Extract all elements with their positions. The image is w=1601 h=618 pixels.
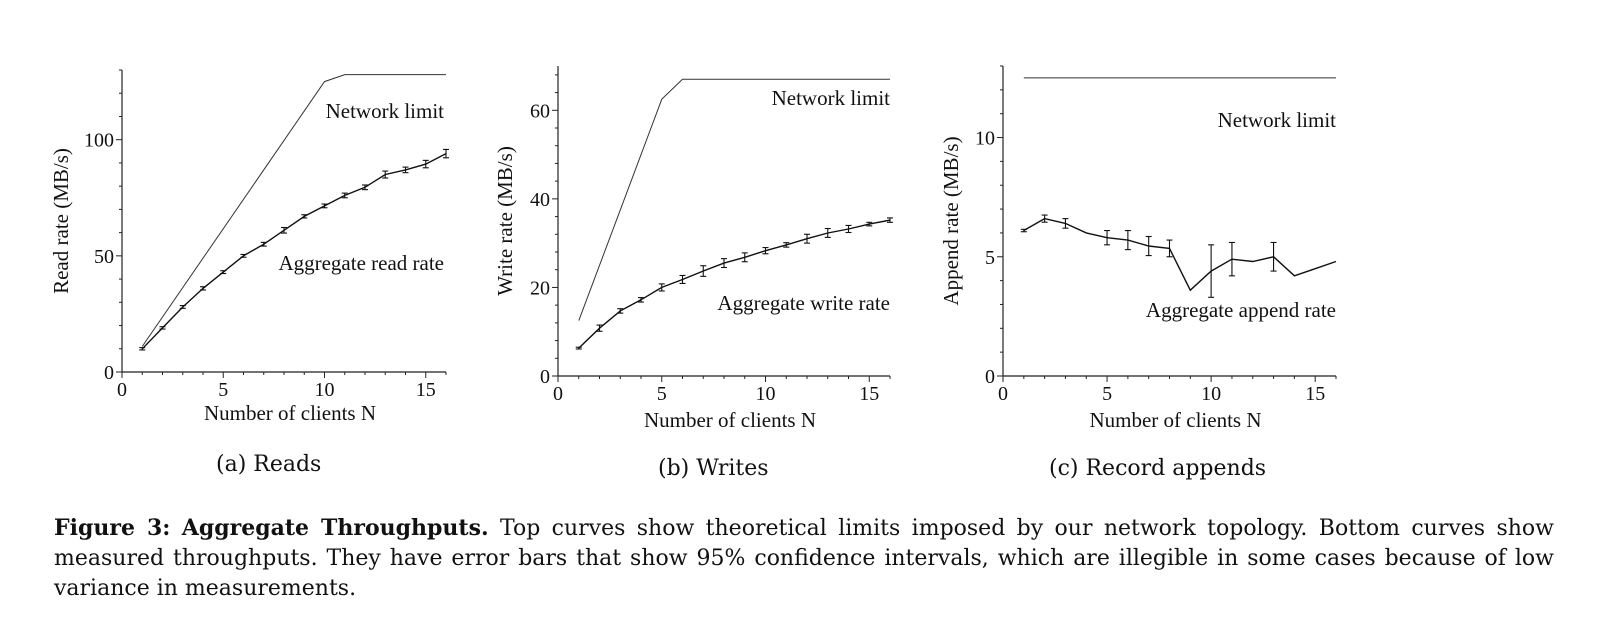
y-axis-label: Append rate (MB/s) — [939, 136, 963, 305]
subcaption-writes: (b) Writes — [658, 456, 769, 481]
chart-panel-writes: 0 5 10 15 0 20 40 60 Number of clients N Write ra… — [0, 0, 960, 440]
x-tick-label: 5 — [657, 383, 667, 405]
y-tick-label: 40 — [530, 189, 550, 211]
series-label: Network limit — [326, 99, 445, 123]
subcaption-reads: (a) Reads — [216, 452, 322, 477]
x-tick-label: 5 — [1102, 383, 1112, 405]
y-tick-label: 20 — [530, 277, 550, 299]
network-limit-line — [141, 74, 446, 347]
series-label: Aggregate read rate — [278, 251, 444, 275]
aggregate-rate-line — [578, 219, 891, 349]
chart-writes: 0 5 10 15 0 20 40 60 Number of clients N Write ra… — [493, 66, 893, 432]
figure-text: Top curves show theoretical limits impos… — [54, 516, 1555, 601]
chart-panel-reads: 0 5 10 15 0 50 100 Number of clients N Read rate… — [0, 0, 520, 440]
x-axis-label: Number of clients N — [204, 401, 376, 425]
x-tick-label: 15 — [416, 379, 436, 401]
figure-label: Figure 3: — [54, 515, 171, 541]
aggregate-rate-line — [141, 152, 447, 350]
x-tick-label: 10 — [756, 383, 776, 405]
aggregate-rate-line — [1023, 217, 1337, 292]
series-label: Network limit — [772, 86, 891, 110]
series-label: Aggregate append rate — [1146, 298, 1336, 322]
y-axis-label: Write rate (MB/s) — [493, 146, 517, 296]
series-label: Aggregate write rate — [717, 291, 890, 315]
x-tick-label: 0 — [117, 379, 127, 401]
y-axis-label: Read rate (MB/s) — [49, 148, 73, 294]
x-tick-label: 15 — [859, 383, 879, 405]
x-tick-label: 0 — [998, 383, 1008, 405]
y-tick-label: 5 — [985, 247, 995, 269]
y-tick-label: 0 — [104, 362, 114, 384]
x-axis-label: Number of clients N — [1089, 408, 1261, 432]
series-label: Network limit — [1218, 108, 1337, 132]
chart-reads: 0 5 10 15 0 50 100 Number of clients N Read rate… — [49, 69, 449, 425]
network-limit-line — [578, 78, 890, 321]
chart-panel-appends: 0 5 10 15 0 5 10 Number of clients N Append rate… — [939, 65, 1337, 432]
y-tick-label: 100 — [84, 130, 114, 152]
y-tick-label: 0 — [540, 366, 550, 388]
subcaption-appends: (c) Record appends — [1049, 456, 1267, 481]
x-tick-label: 0 — [553, 383, 563, 405]
y-tick-label: 0 — [985, 366, 995, 388]
x-axis-label: Number of clients N — [644, 408, 816, 432]
x-tick-label: 5 — [218, 379, 228, 401]
y-tick-label: 60 — [530, 100, 550, 122]
figure-title: Aggregate Throughputs. — [181, 515, 489, 541]
figure-caption: Figure 3: Aggregate Throughputs. Top cur… — [54, 513, 1554, 604]
x-tick-label: 10 — [315, 379, 335, 401]
chart-appends: 0 5 10 15 0 5 10 Number of clients N Append rate… — [939, 65, 1337, 432]
x-tick-label: 15 — [1305, 383, 1325, 405]
x-tick-label: 10 — [1201, 383, 1221, 405]
y-tick-label: 50 — [94, 246, 114, 268]
y-tick-label: 10 — [975, 128, 995, 150]
